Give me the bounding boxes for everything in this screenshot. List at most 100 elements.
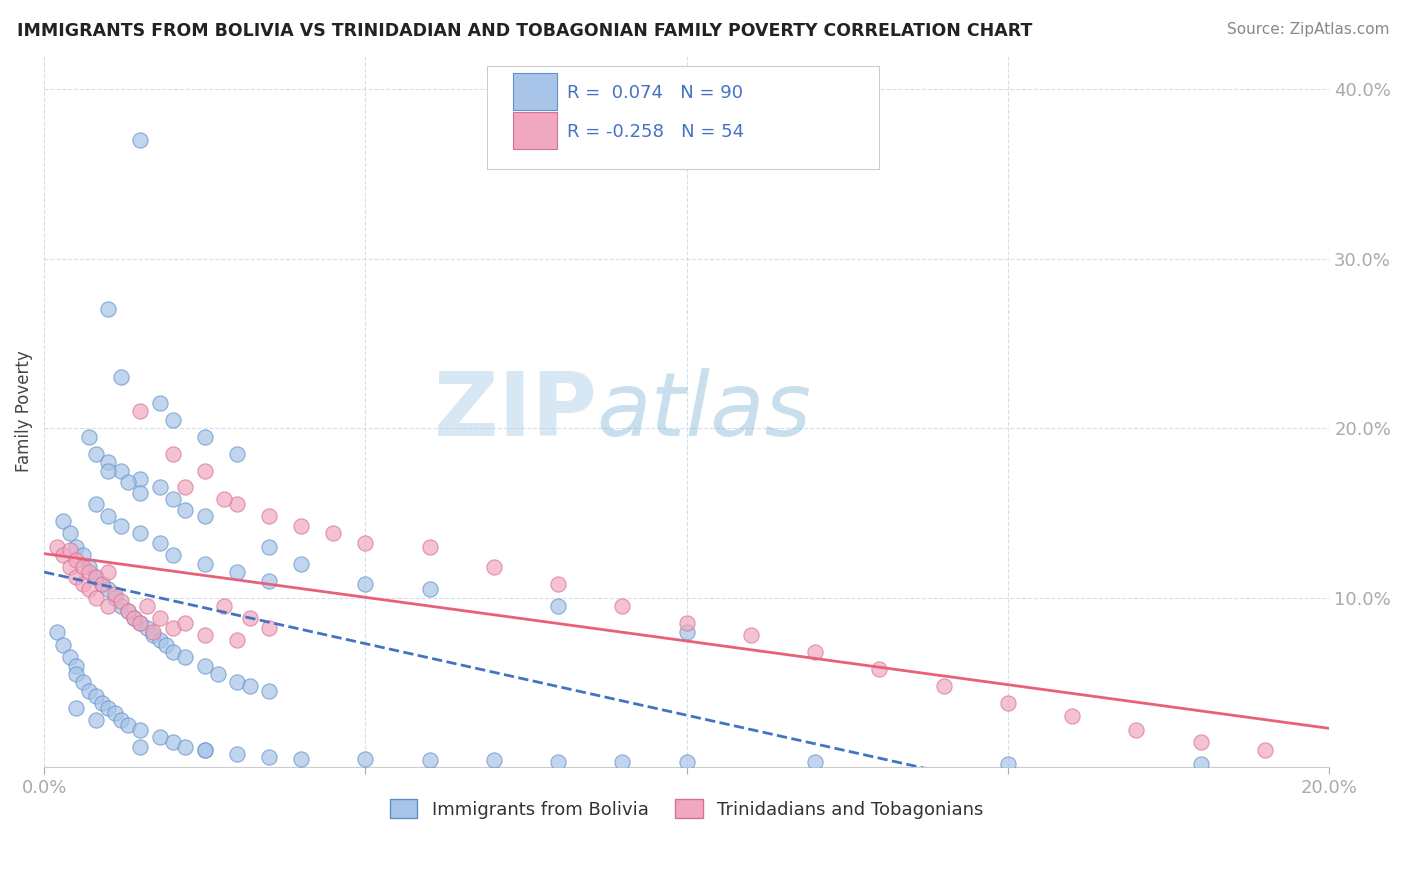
Point (1125, 723, 1147, 737)
Point (129, 723, 152, 737)
Point (1189, 756, 1212, 771)
Point (257, 684, 280, 698)
Point (117, 604, 139, 618)
Point (194, 743, 217, 757)
Point (129, 404, 152, 418)
Point (239, 611, 262, 625)
Point (257, 574, 280, 588)
Text: Source: ZipAtlas.com: Source: ZipAtlas.com (1226, 22, 1389, 37)
FancyBboxPatch shape (488, 66, 880, 169)
Point (1189, 735, 1212, 749)
Point (104, 587, 127, 601)
Point (207, 667, 229, 681)
Point (110, 370, 132, 384)
Y-axis label: Family Poverty: Family Poverty (15, 351, 32, 472)
Point (65, 553, 87, 567)
Point (162, 549, 184, 563)
Point (117, 604, 139, 618)
Point (142, 624, 165, 639)
Point (84, 570, 107, 584)
Point (129, 739, 152, 754)
Point (122, 611, 145, 625)
Point (225, 566, 247, 580)
Point (997, 756, 1019, 771)
Point (1254, 743, 1277, 757)
Point (59, 560, 82, 574)
Point (290, 752, 312, 766)
Point (162, 645, 184, 659)
Point (104, 706, 127, 720)
Point (239, 679, 262, 693)
Point (419, 754, 441, 768)
Point (612, 599, 634, 614)
Point (547, 577, 569, 591)
Point (1062, 709, 1084, 723)
Point (97, 701, 120, 715)
Point (482, 560, 505, 574)
Point (225, 675, 247, 690)
Point (162, 621, 184, 635)
Point (194, 628, 217, 642)
Point (225, 747, 247, 761)
Point (97, 582, 120, 597)
Point (104, 591, 127, 605)
Point (59, 526, 82, 541)
Point (482, 754, 505, 768)
Point (162, 447, 184, 461)
Point (59, 650, 82, 665)
Point (194, 509, 217, 524)
Point (804, 645, 827, 659)
Point (290, 519, 312, 533)
Point (419, 540, 441, 554)
FancyBboxPatch shape (513, 112, 557, 149)
Text: R =  0.074   N = 90: R = 0.074 N = 90 (567, 84, 744, 102)
Point (84, 713, 107, 727)
Point (612, 755, 634, 769)
Point (97, 455, 120, 469)
Point (225, 447, 247, 461)
Point (225, 633, 247, 648)
Point (869, 662, 891, 676)
Point (149, 481, 172, 495)
Text: R = -0.258   N = 54: R = -0.258 N = 54 (567, 123, 744, 141)
Point (194, 429, 217, 443)
Point (84, 591, 107, 605)
Point (997, 696, 1019, 710)
Point (675, 755, 697, 769)
Point (354, 577, 377, 591)
Point (129, 133, 152, 147)
Point (129, 526, 152, 541)
Point (117, 718, 139, 732)
Point (149, 395, 172, 409)
Point (65, 540, 87, 554)
Point (740, 628, 762, 642)
Point (932, 679, 955, 693)
Point (77, 566, 100, 580)
Point (135, 621, 157, 635)
Point (129, 616, 152, 631)
Point (72, 577, 94, 591)
Point (162, 412, 184, 426)
Point (194, 658, 217, 673)
Point (97, 302, 120, 317)
Point (72, 549, 94, 563)
Text: ZIP: ZIP (434, 368, 596, 455)
Point (97, 566, 120, 580)
Point (65, 701, 87, 715)
Point (91, 577, 114, 591)
Point (804, 755, 827, 769)
Point (52, 549, 75, 563)
Point (419, 582, 441, 597)
Point (110, 594, 132, 608)
Point (675, 616, 697, 631)
Point (117, 475, 139, 490)
Point (194, 464, 217, 478)
Point (547, 755, 569, 769)
Point (174, 739, 197, 754)
Point (72, 560, 94, 574)
Point (354, 536, 377, 550)
Point (212, 492, 235, 507)
Point (149, 611, 172, 625)
Text: IMMIGRANTS FROM BOLIVIA VS TRINIDADIAN AND TOBAGONIAN FAMILY POVERTY CORRELATION: IMMIGRANTS FROM BOLIVIA VS TRINIDADIAN A… (17, 22, 1032, 40)
Point (110, 599, 132, 614)
